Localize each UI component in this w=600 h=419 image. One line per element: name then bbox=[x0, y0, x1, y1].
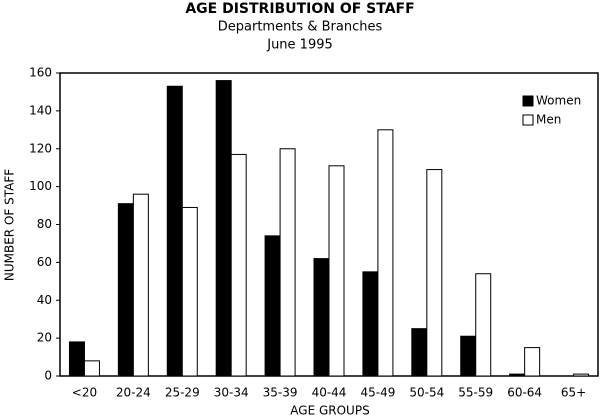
bar bbox=[215, 80, 232, 377]
bar bbox=[475, 273, 492, 377]
bar bbox=[117, 203, 134, 377]
y-tick-label: 140 bbox=[29, 103, 52, 117]
x-tick-label: <20 bbox=[72, 386, 97, 400]
x-tick-label: 30-34 bbox=[214, 386, 249, 400]
bar bbox=[132, 193, 149, 377]
bar bbox=[264, 235, 281, 377]
x-tick-label: 65+ bbox=[561, 386, 586, 400]
x-tick-label: 55-59 bbox=[458, 386, 493, 400]
bar bbox=[68, 341, 85, 377]
y-tick-label: 160 bbox=[29, 66, 52, 80]
y-tick-label: 60 bbox=[37, 255, 52, 269]
x-tick-label: 45-49 bbox=[360, 386, 395, 400]
bar bbox=[362, 271, 379, 377]
y-tick-label: 20 bbox=[37, 331, 52, 345]
x-tick-label: 40-44 bbox=[312, 386, 347, 400]
bar bbox=[377, 129, 394, 377]
bar bbox=[460, 335, 477, 377]
y-tick-label: 0 bbox=[44, 369, 52, 383]
y-tick-label: 80 bbox=[37, 217, 52, 231]
chart-subtitle: Departments & Branches bbox=[218, 20, 383, 35]
legend-swatch bbox=[522, 95, 534, 107]
bar bbox=[230, 153, 247, 377]
bar bbox=[328, 165, 345, 377]
x-tick-label: 35-39 bbox=[263, 386, 298, 400]
y-tick-label: 100 bbox=[29, 179, 52, 193]
y-tick-label: 120 bbox=[29, 141, 52, 155]
bar bbox=[313, 258, 330, 377]
bar bbox=[524, 347, 541, 377]
chart-title: AGE DISTRIBUTION OF STAFF bbox=[185, 1, 414, 17]
bar bbox=[411, 328, 428, 377]
bar bbox=[181, 206, 198, 377]
y-axis-label: NUMBER OF STAFF bbox=[3, 169, 17, 281]
legend-label: Men bbox=[536, 113, 561, 127]
x-axis-label: AGE GROUPS bbox=[290, 404, 369, 418]
bar bbox=[83, 360, 100, 377]
legend-label: Women bbox=[536, 94, 581, 108]
bar bbox=[166, 85, 183, 377]
chart-date: June 1995 bbox=[266, 38, 333, 53]
legend-swatch bbox=[522, 114, 534, 126]
x-tick-label: 60-64 bbox=[507, 386, 542, 400]
bar bbox=[426, 169, 443, 377]
bar bbox=[573, 373, 590, 377]
x-tick-label: 50-54 bbox=[409, 386, 444, 400]
bar bbox=[279, 148, 296, 377]
x-tick-label: 20-24 bbox=[116, 386, 151, 400]
y-tick-label: 40 bbox=[37, 293, 52, 307]
bar bbox=[509, 373, 526, 377]
x-tick-label: 25-29 bbox=[165, 386, 200, 400]
